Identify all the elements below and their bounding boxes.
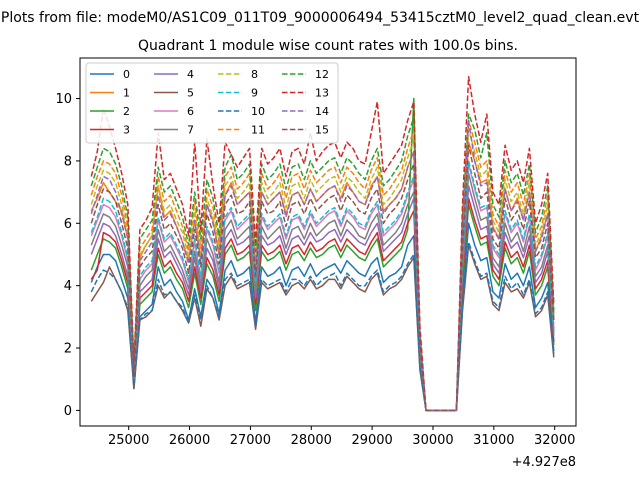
series-line-8 xyxy=(90,128,555,412)
x-tick-label: 25000 xyxy=(108,433,149,448)
legend-box xyxy=(85,62,339,144)
legend-label-15: 15 xyxy=(315,124,329,137)
series-line-0 xyxy=(90,222,555,412)
series-line-9 xyxy=(90,160,555,412)
series-line-7 xyxy=(90,172,555,412)
series-line-11 xyxy=(90,119,555,412)
legend-label-10: 10 xyxy=(251,105,265,118)
plot-area xyxy=(90,75,555,412)
legend-label-4: 4 xyxy=(187,68,194,81)
x-tick-label: 32000 xyxy=(534,433,575,448)
legend-label-13: 13 xyxy=(315,87,329,100)
legend-label-0: 0 xyxy=(123,68,130,81)
series-line-3 xyxy=(90,197,555,412)
x-axis: 25000 26000 27000 28000 29000 30000 31000 32000 xyxy=(108,426,575,448)
figure-suptitle: Plots from file: modeM0/AS1C09_011T09_90… xyxy=(1,10,640,26)
x-tick-label: 29000 xyxy=(351,433,392,448)
legend-label-12: 12 xyxy=(315,68,329,81)
x-tick-label: 28000 xyxy=(291,433,332,448)
series-line-2 xyxy=(90,97,555,412)
x-tick-label: 31000 xyxy=(473,433,514,448)
y-tick-label: 8 xyxy=(64,154,72,169)
series-line-14 xyxy=(90,119,555,412)
legend-label-2: 2 xyxy=(123,105,130,118)
legend-label-9: 9 xyxy=(251,87,258,100)
legend-label-3: 3 xyxy=(123,124,130,137)
series-line-15 xyxy=(90,144,555,412)
legend-label-6: 6 xyxy=(187,105,194,118)
y-tick-label: 4 xyxy=(64,279,72,294)
y-tick-label: 0 xyxy=(64,404,72,419)
series-line-13 xyxy=(90,75,555,412)
series-line-10 xyxy=(90,241,555,412)
y-tick-label: 2 xyxy=(64,342,72,357)
legend-label-11: 11 xyxy=(251,124,265,137)
x-tick-label: 30000 xyxy=(412,433,453,448)
series-line-12 xyxy=(90,113,555,412)
x-tick-label: 26000 xyxy=(169,433,210,448)
series-line-4 xyxy=(90,185,555,412)
y-tick-label: 10 xyxy=(55,92,72,107)
series-line-6 xyxy=(90,163,555,412)
axes-frame xyxy=(79,57,577,427)
legend-label-5: 5 xyxy=(187,87,194,100)
series-line-5 xyxy=(90,244,555,412)
legend-label-8: 8 xyxy=(251,68,258,81)
legend-label-1: 1 xyxy=(123,87,130,100)
legend-label-14: 14 xyxy=(315,105,329,118)
x-offset-label: +4.927e8 xyxy=(512,455,576,470)
y-tick-label: 6 xyxy=(64,217,72,232)
x-tick-label: 27000 xyxy=(230,433,271,448)
legend-label-7: 7 xyxy=(187,124,194,137)
chart-title: Quadrant 1 module wise count rates with … xyxy=(138,38,518,54)
y-axis: 0 2 4 6 8 10 xyxy=(55,92,80,419)
